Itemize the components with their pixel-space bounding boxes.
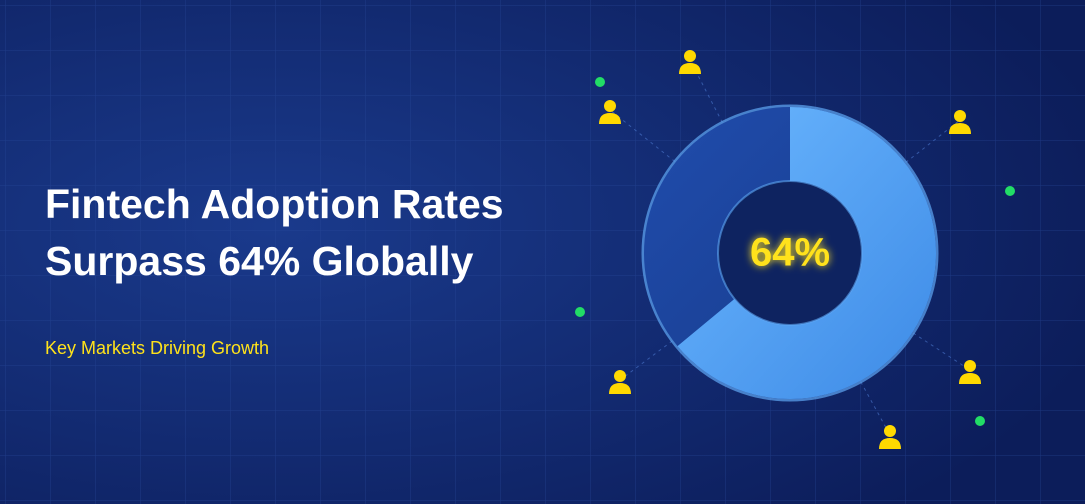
dot [975, 416, 985, 426]
donut-rim [641, 104, 939, 402]
subtitle: Key Markets Driving Growth [45, 338, 269, 358]
title-line: Surpass 64% Globally [45, 238, 474, 284]
dot [595, 77, 605, 87]
dot [575, 307, 585, 317]
title-line: Fintech Adoption Rates [45, 181, 504, 227]
donut-hole [717, 180, 863, 326]
donut [641, 104, 939, 402]
donut-label: 64% [750, 231, 830, 275]
dots [575, 77, 1015, 426]
dot [1005, 186, 1015, 196]
donut-segment [677, 107, 936, 399]
